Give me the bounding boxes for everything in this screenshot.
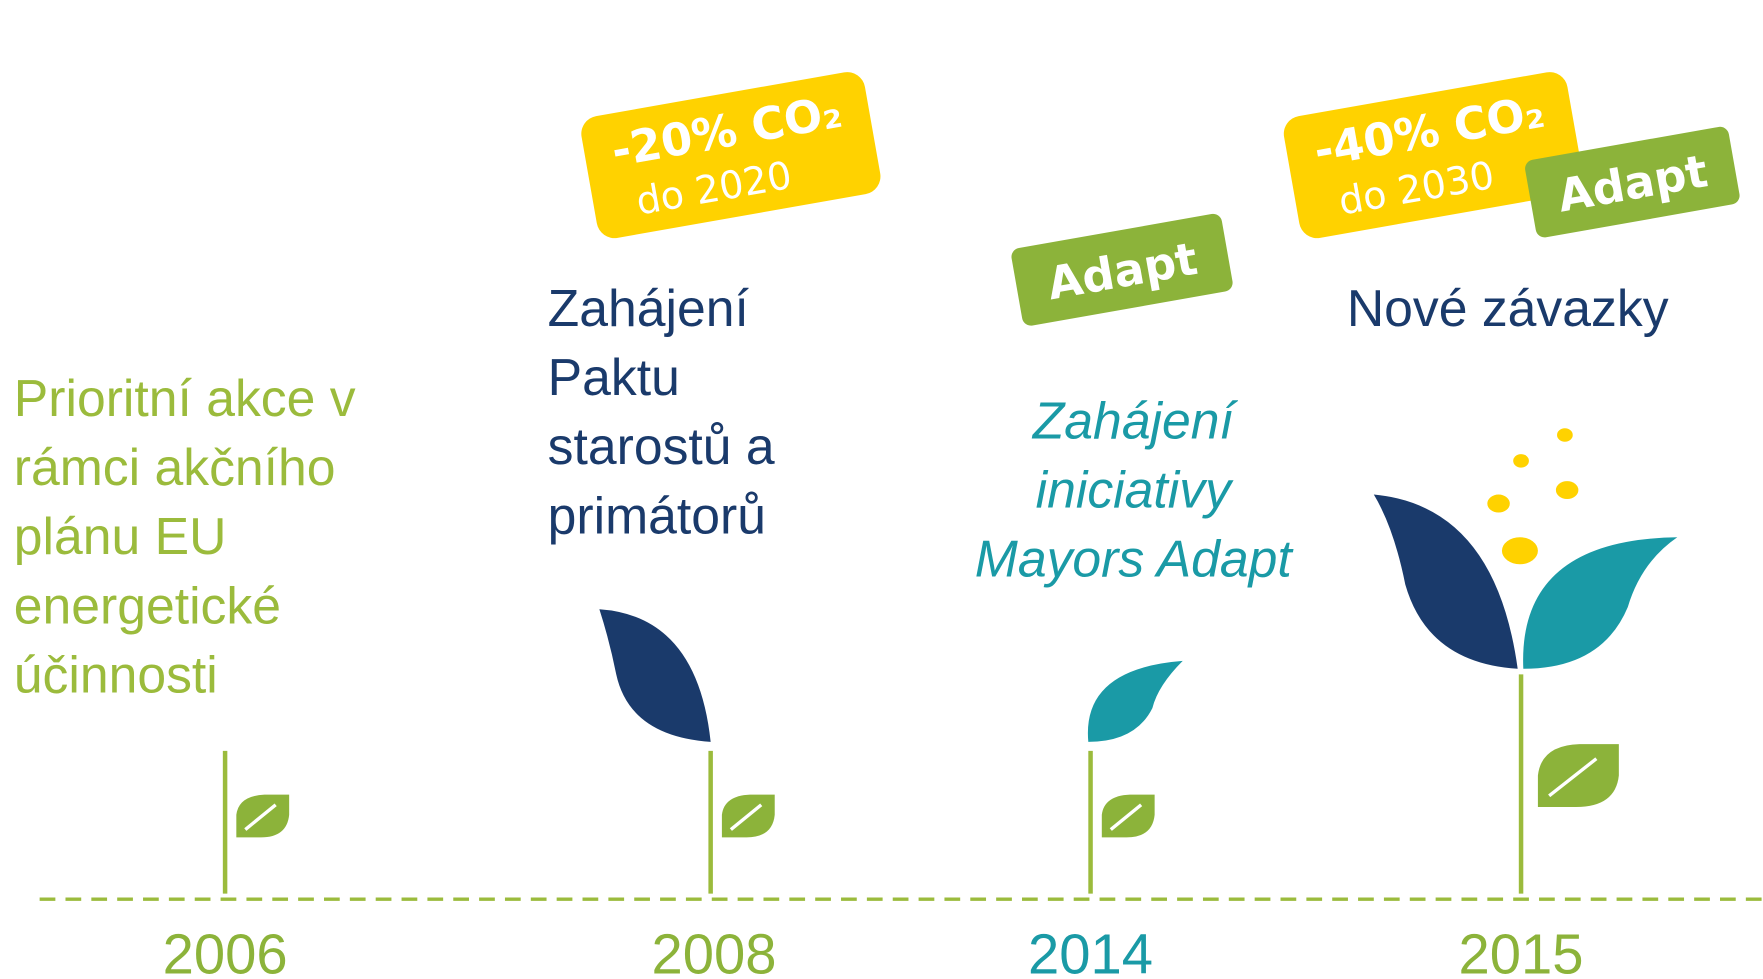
year-label: 2015 bbox=[1459, 922, 1584, 979]
seeds bbox=[1487, 428, 1579, 565]
milestone-text: Zahájení bbox=[1031, 391, 1239, 449]
flower-leaf-navy bbox=[1373, 494, 1518, 669]
leaf-veins bbox=[244, 757, 1598, 831]
tag-2014: Adapt bbox=[1011, 213, 1233, 326]
year-label: 2014 bbox=[1028, 922, 1153, 979]
badge-2020: -20% CO₂ do 2020 bbox=[581, 72, 881, 239]
year-label: 2008 bbox=[652, 922, 777, 979]
year-label: 2006 bbox=[163, 922, 288, 979]
milestone-text: Zahájení bbox=[548, 279, 750, 337]
milestone-text: rámci akčního bbox=[14, 438, 336, 496]
tag-2015: Adapt bbox=[1525, 126, 1740, 238]
milestone-text: starostů a bbox=[548, 417, 775, 475]
stems bbox=[222, 674, 1524, 894]
milestone-texts: 2006 Prioritní akce v rámci akčního plánu E… bbox=[14, 279, 1669, 979]
milestone-text: plánu EU bbox=[14, 507, 227, 565]
milestone-text: Paktu bbox=[548, 348, 680, 406]
milestone-text: primátorů bbox=[548, 486, 766, 544]
milestone-text: účinnosti bbox=[14, 645, 218, 703]
leaf-icons bbox=[236, 744, 1619, 838]
milestone-text: iniciativy bbox=[1036, 460, 1234, 518]
milestone-text: Mayors Adapt bbox=[975, 530, 1295, 588]
leaf-navy bbox=[599, 609, 711, 742]
milestone-text: Prioritní akce v bbox=[14, 369, 356, 427]
milestone-text: energetické bbox=[14, 576, 281, 634]
leaf-teal bbox=[1087, 660, 1183, 742]
flower-leaf-teal bbox=[1523, 537, 1678, 669]
milestone-text: Nové závazky bbox=[1347, 279, 1669, 337]
